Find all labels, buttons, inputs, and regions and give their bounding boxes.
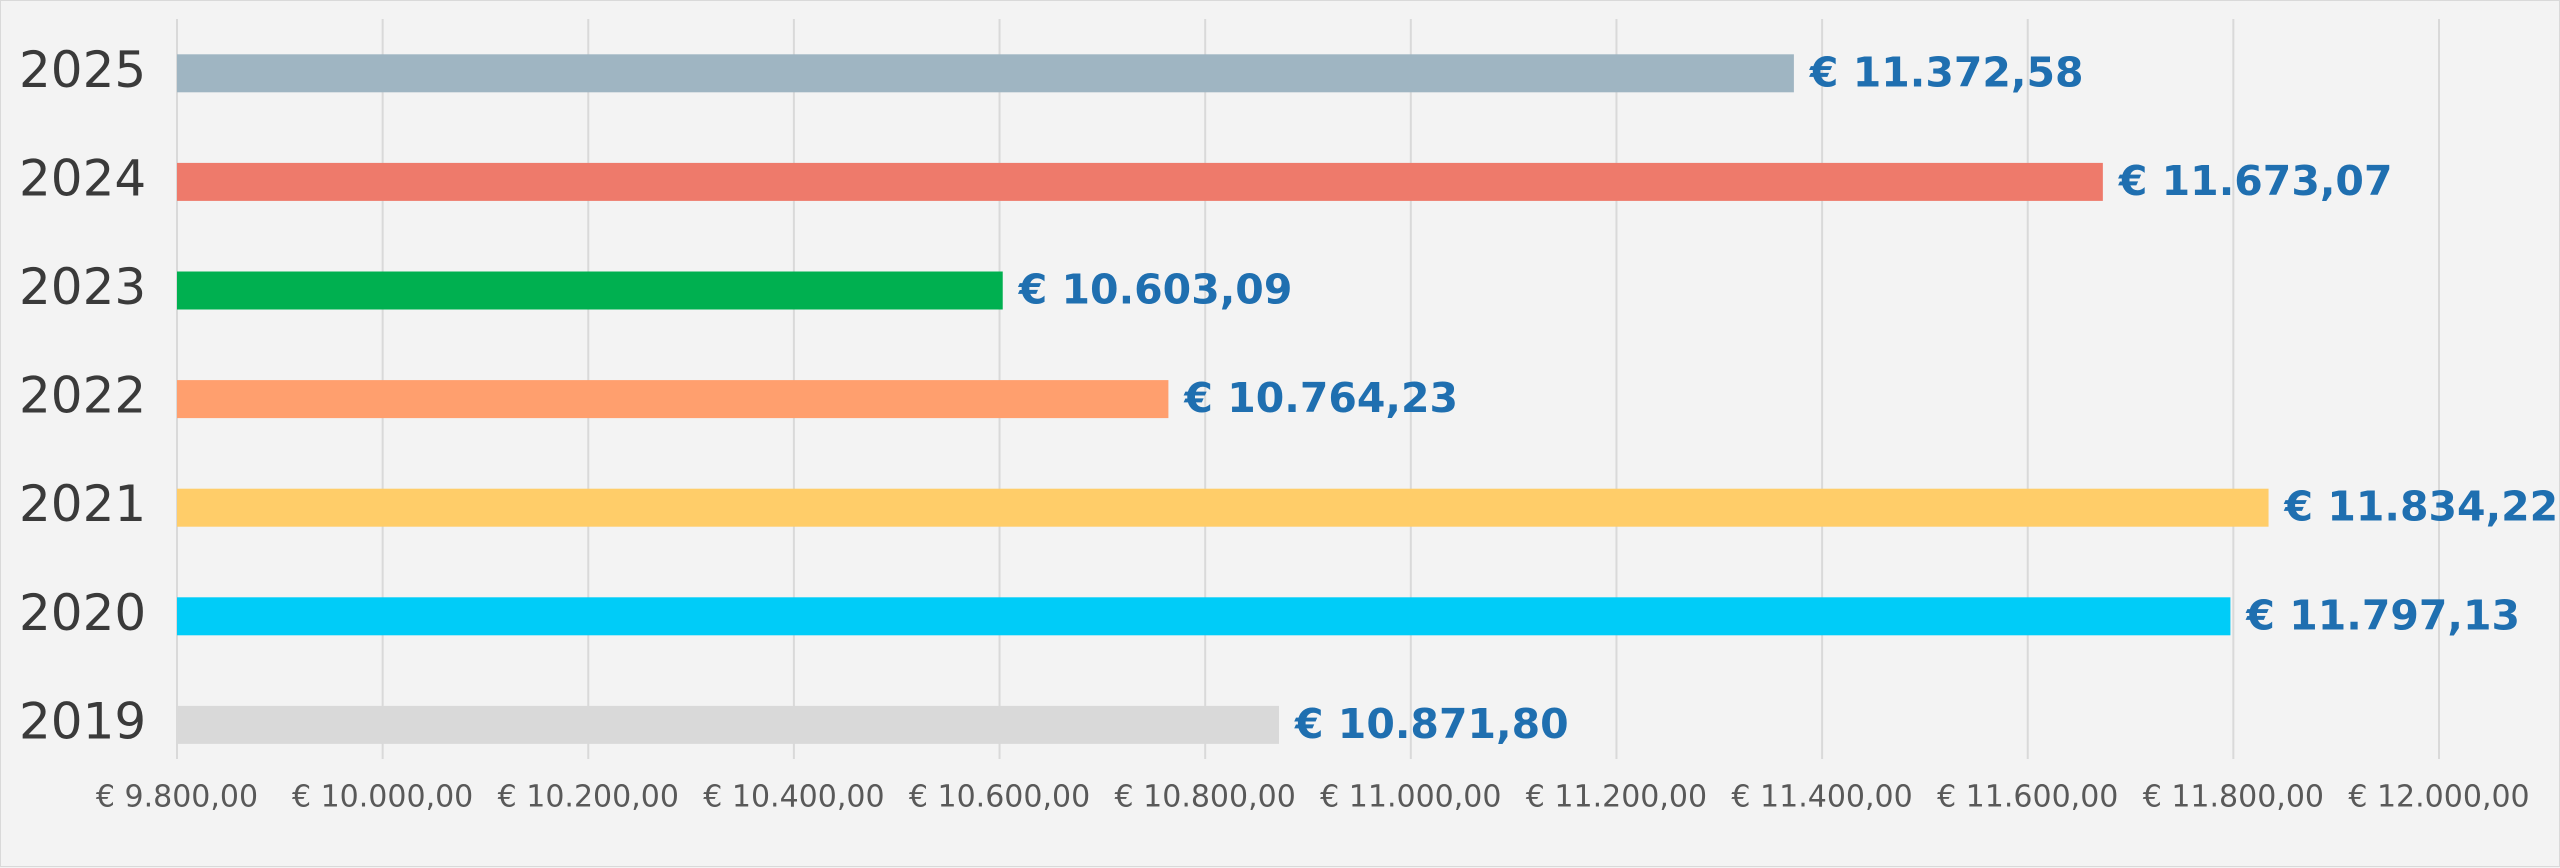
bar-2021 xyxy=(177,488,2269,527)
data-label-2019: € 10.871,80 xyxy=(1294,700,1569,748)
x-tick-label: € 10.200,00 xyxy=(498,780,679,815)
x-tick-label: € 9.800,00 xyxy=(96,780,258,815)
category-label-2022: 2022 xyxy=(19,367,146,425)
bars xyxy=(177,54,2269,744)
bar-2023 xyxy=(177,271,1003,310)
category-label-2019: 2019 xyxy=(19,692,146,750)
data-label-2021: € 11.834,22 xyxy=(2284,483,2559,531)
bar-2024 xyxy=(177,162,2103,201)
x-tick-label: € 12.000,00 xyxy=(2348,780,2529,815)
category-labels: 2019 2020 2021 2022 2023 2024 2025 xyxy=(19,41,146,751)
data-label-2025: € 11.372,58 xyxy=(1809,48,2084,96)
x-tick-label: € 11.000,00 xyxy=(1320,780,1501,815)
data-label-2020: € 11.797,13 xyxy=(2245,591,2520,639)
x-tick-label: € 10.600,00 xyxy=(909,780,1090,815)
data-label-2022: € 10.764,23 xyxy=(1183,374,1458,422)
x-tick-label: € 10.800,00 xyxy=(1115,780,1296,815)
x-tick-label: € 11.200,00 xyxy=(1526,780,1707,815)
x-tick-label: € 10.400,00 xyxy=(703,780,884,815)
x-tick-label: € 11.400,00 xyxy=(1731,780,1912,815)
category-label-2024: 2024 xyxy=(19,149,146,207)
bar-2022 xyxy=(177,380,1169,419)
bar-2020 xyxy=(177,597,2231,636)
data-label-2023: € 10.603,09 xyxy=(1018,266,1293,314)
data-labels: € 10.871,80 € 11.797,13 € 11.834,22 € 10.76… xyxy=(1018,48,2558,748)
category-label-2025: 2025 xyxy=(19,41,146,99)
x-tick-label: € 11.600,00 xyxy=(1937,780,2118,815)
data-label-2024: € 11.673,07 xyxy=(2118,157,2393,205)
bar-2019 xyxy=(177,705,1280,744)
x-tick-label: € 10.000,00 xyxy=(292,780,473,815)
category-label-2023: 2023 xyxy=(19,258,146,316)
x-axis-tick-labels: € 9.800,00 € 10.000,00 € 10.200,00 € 10.400… xyxy=(96,780,2530,815)
x-tick-label: € 11.800,00 xyxy=(2143,780,2324,815)
bar-2025 xyxy=(177,54,1794,93)
category-label-2021: 2021 xyxy=(19,475,146,533)
category-label-2020: 2020 xyxy=(19,584,146,642)
